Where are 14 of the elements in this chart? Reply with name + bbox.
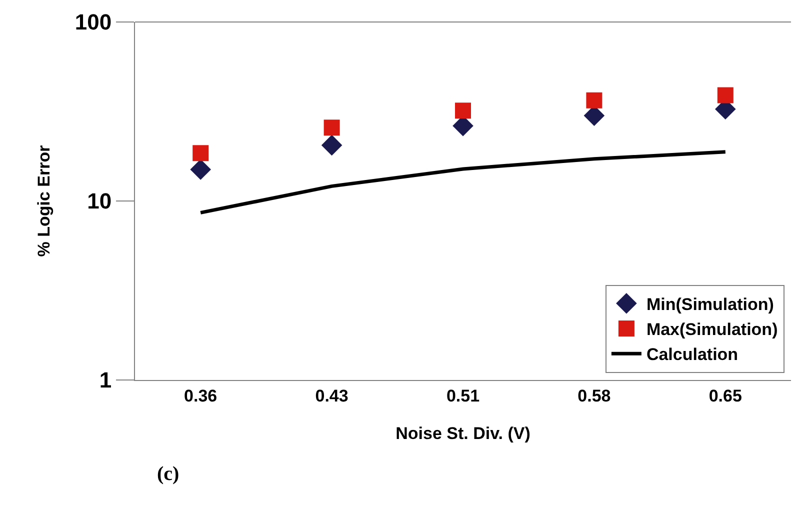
- x-tick-label: 0.58: [578, 386, 611, 406]
- x-tick-label: 0.36: [184, 386, 218, 406]
- text: (c): [157, 463, 180, 485]
- legend-label: Max(Simulation): [646, 320, 778, 340]
- x-axis-title: Noise St. Div. (V): [396, 424, 530, 443]
- y-tick-label: 1: [99, 368, 112, 393]
- y-tick-label: 10: [87, 188, 112, 214]
- legend-label: Min(Simulation): [646, 295, 774, 314]
- x-tick-label: 0.51: [446, 386, 480, 406]
- x-tick-label: 0.65: [708, 386, 742, 406]
- x-tick-label: 0.43: [315, 386, 348, 406]
- y-axis-title: % Logic Error: [34, 144, 54, 257]
- legend-label: Calculation: [646, 345, 738, 364]
- y-tick-label: 100: [74, 10, 112, 35]
